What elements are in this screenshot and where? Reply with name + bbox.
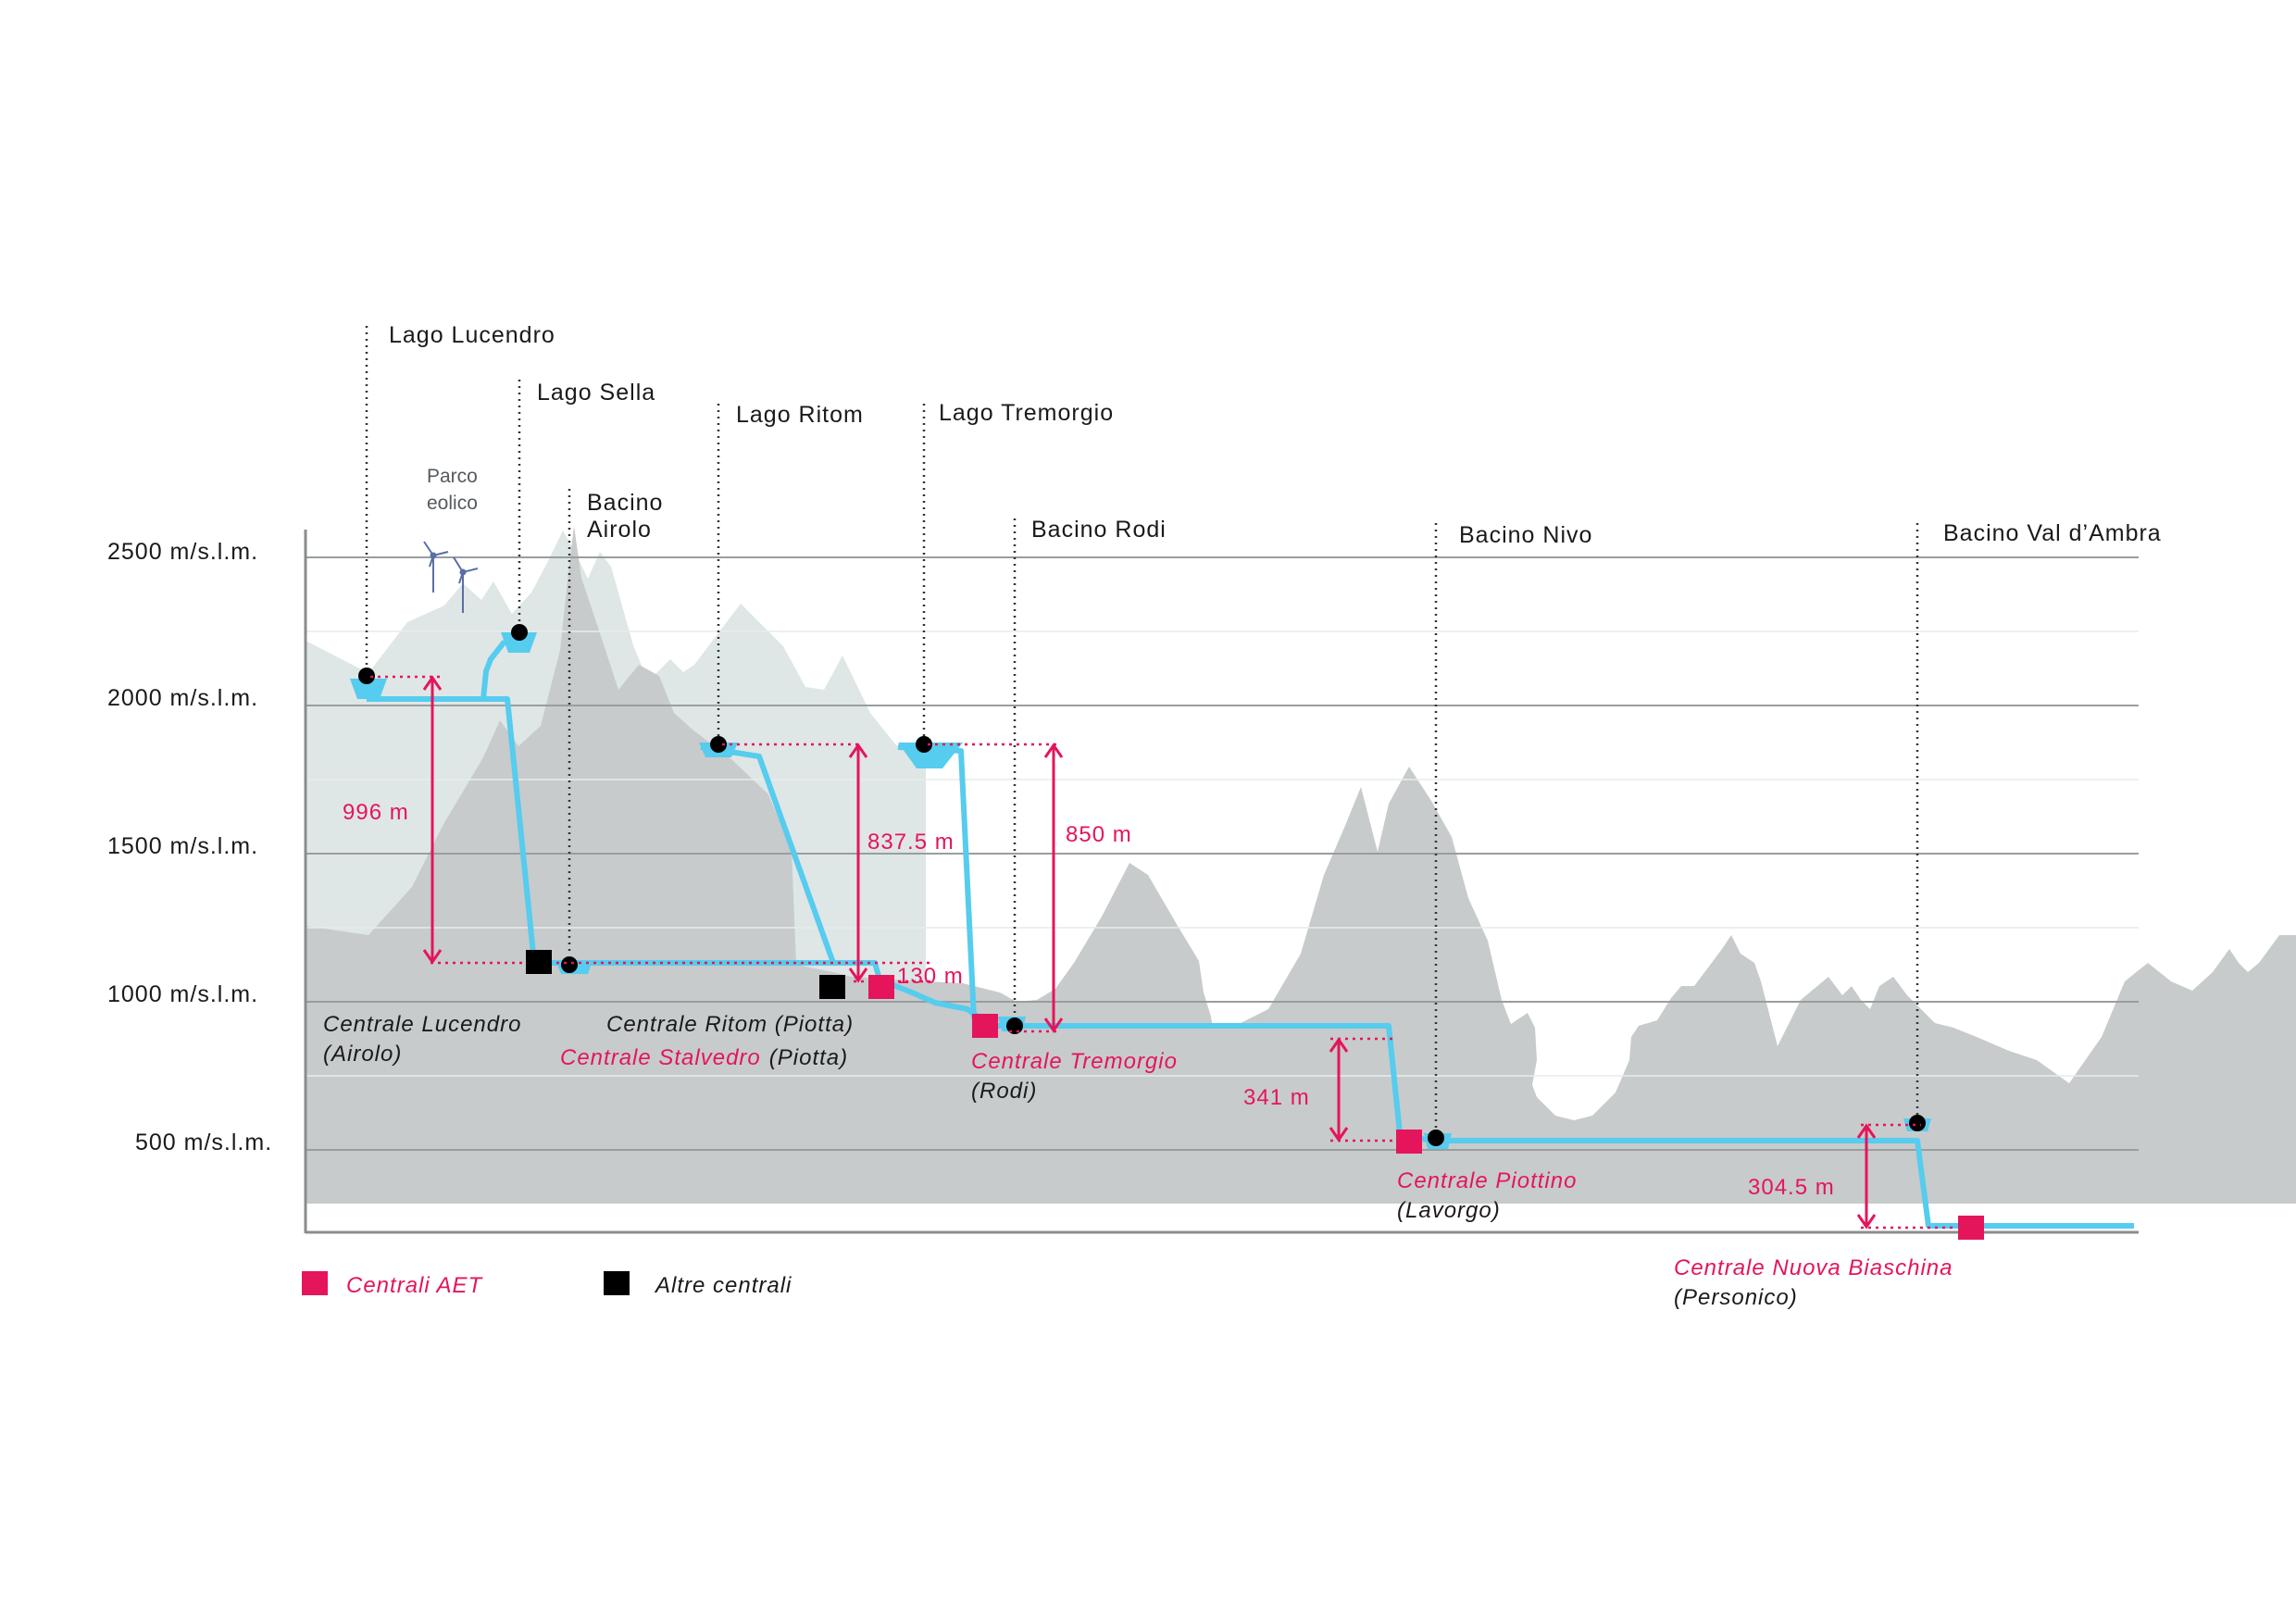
head-piottino: 341 m — [1243, 1085, 1310, 1110]
label-centrale-tremorgio-loc: (Rodi) — [971, 1079, 1037, 1104]
label-centrale-lucendro-loc: (Airolo) — [323, 1042, 402, 1067]
legend-aet-label: Centrali AET — [346, 1273, 483, 1298]
label-bacino-nivo: Bacino Nivo — [1459, 522, 1592, 548]
wind-turbine-icon — [423, 541, 479, 613]
terrain-foreground — [306, 526, 2296, 1204]
label-bacino-rodi: Bacino Rodi — [1031, 517, 1167, 543]
label-bacino-airolo-1: Bacino — [587, 490, 663, 516]
label-centrale-piottino: Centrale Piottino — [1397, 1168, 1577, 1193]
plant-biaschina-square — [1958, 1216, 1984, 1240]
label-centrale-biaschina: Centrale Nuova Biaschina — [1674, 1255, 1953, 1280]
label-lago-lucendro: Lago Lucendro — [389, 322, 555, 348]
plant-ritom-square — [819, 975, 845, 999]
wind-park-label-1: Parco — [427, 466, 478, 487]
site-leader-lines — [365, 326, 1919, 1134]
label-bacino-val-ambra: Bacino Val d’Ambra — [1943, 520, 2162, 546]
label-centrale-lucendro: Centrale Lucendro — [323, 1012, 521, 1037]
head-stalvedro: 130 m — [897, 964, 964, 989]
y-tick-label-500: 500 m/s.l.m. — [135, 1130, 272, 1155]
reservoir-sella — [501, 632, 537, 653]
y-tick-label-2500: 2500 m/s.l.m. — [107, 539, 258, 565]
label-lago-tremorgio: Lago Tremorgio — [939, 400, 1114, 426]
plant-stalvedro-square — [868, 975, 894, 999]
legend-others-label: Altre centrali — [654, 1273, 792, 1298]
y-tick-label-2000: 2000 m/s.l.m. — [107, 685, 258, 711]
y-tick-label-1000: 1000 m/s.l.m. — [107, 981, 258, 1007]
head-biaschina: 304.5 m — [1748, 1175, 1835, 1200]
plant-piottino-square — [1396, 1130, 1422, 1154]
label-centrale-biaschina-loc: (Personico) — [1674, 1285, 1798, 1310]
label-centrale-piottino-loc: (Lavorgo) — [1397, 1198, 1501, 1223]
plant-tremorgio-square — [972, 1014, 998, 1038]
intake-points — [358, 624, 1926, 1146]
head-tremorgio: 850 m — [1066, 822, 1132, 847]
gridlines — [306, 556, 2139, 1234]
label-lago-sella: Lago Sella — [537, 380, 655, 406]
plant-lucendro-square — [526, 950, 552, 974]
legend-aet-swatch — [302, 1271, 328, 1295]
label-centrale-ritom: Centrale Ritom (Piotta) — [606, 1012, 854, 1037]
legend-others-swatch — [604, 1271, 630, 1295]
wind-park-label-2: eolico — [427, 493, 478, 514]
reservoir-lucendro — [350, 679, 387, 699]
label-bacino-airolo-2: Airolo — [587, 517, 652, 543]
head-lucendro: 996 m — [343, 800, 409, 825]
label-lago-ritom: Lago Ritom — [736, 402, 864, 428]
label-centrale-tremorgio: Centrale Tremorgio — [971, 1049, 1178, 1074]
y-tick-label-1500: 1500 m/s.l.m. — [107, 833, 258, 859]
head-arrows — [422, 675, 1877, 1230]
head-ritom: 837.5 m — [867, 830, 955, 855]
reservoir-tremorgio — [898, 743, 963, 768]
label-centrale-stalvedro: Centrale Stalvedro (Piotta) — [560, 1045, 848, 1070]
